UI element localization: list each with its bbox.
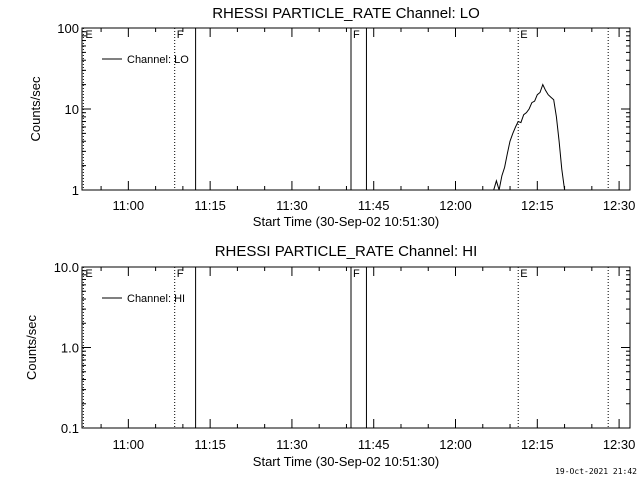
- x-tick-label: 11:00: [113, 198, 145, 213]
- x-tick-label: 11:15: [194, 198, 226, 213]
- y-axis-label: Counts/sec: [24, 314, 39, 380]
- event-marker-label: E: [520, 268, 527, 280]
- x-tick-label: 11:30: [276, 437, 308, 452]
- x-tick-label: 12:00: [439, 198, 472, 213]
- event-marker-label: F: [177, 29, 184, 41]
- y-tick-label: 10.0: [54, 260, 79, 275]
- panel-hi: RHESSI PARTICLE_RATE Channel: HI 11:00 11:…: [24, 243, 635, 469]
- x-tick-label: 12:15: [521, 198, 554, 213]
- x-axis-label: Start Time (30-Sep-02 10:51:30): [253, 454, 439, 469]
- legend-label: Channel: HI: [127, 293, 185, 305]
- event-marker-label: E: [520, 29, 527, 41]
- x-tick-label: 12:15: [521, 437, 554, 452]
- event-marker-label: F: [353, 268, 360, 280]
- plot-frame: [81, 27, 631, 191]
- x-tick-label: 12:30: [603, 198, 636, 213]
- event-marker-label: E: [85, 268, 92, 280]
- y-tick-label: 10: [65, 102, 79, 117]
- event-marker-label: F: [177, 268, 184, 280]
- y-axis-label: Counts/sec: [28, 76, 43, 142]
- plot-frame: [81, 266, 631, 429]
- x-tick-label: 11:45: [358, 437, 390, 452]
- x-tick-label: 11:00: [113, 437, 145, 452]
- x-tick-label: 11:30: [276, 198, 308, 213]
- chart-title: RHESSI PARTICLE_RATE Channel: LO: [212, 5, 480, 22]
- event-marker-label: F: [353, 29, 360, 41]
- chart-title: RHESSI PARTICLE_RATE Channel: HI: [215, 243, 478, 260]
- x-tick-label: 12:30: [603, 437, 636, 452]
- series-line: [493, 83, 566, 190]
- legend-label: Channel: LO: [127, 54, 189, 66]
- timestamp: 19-Oct-2021 21:42: [555, 467, 637, 476]
- y-tick-label: 1.0: [61, 341, 79, 356]
- x-axis-label: Start Time (30-Sep-02 10:51:30): [253, 214, 439, 229]
- x-tick-label: 12:00: [439, 437, 472, 452]
- x-tick-label: 11:45: [358, 198, 390, 213]
- y-tick-label: 100: [57, 21, 79, 36]
- event-marker-label: E: [85, 29, 92, 41]
- y-tick-label: 1: [72, 183, 79, 198]
- y-tick-label: 0.1: [61, 421, 79, 436]
- panel-lo: RHESSI PARTICLE_RATE Channel: LO 11:00 11:…: [28, 5, 635, 229]
- x-tick-label: 11:15: [194, 437, 226, 452]
